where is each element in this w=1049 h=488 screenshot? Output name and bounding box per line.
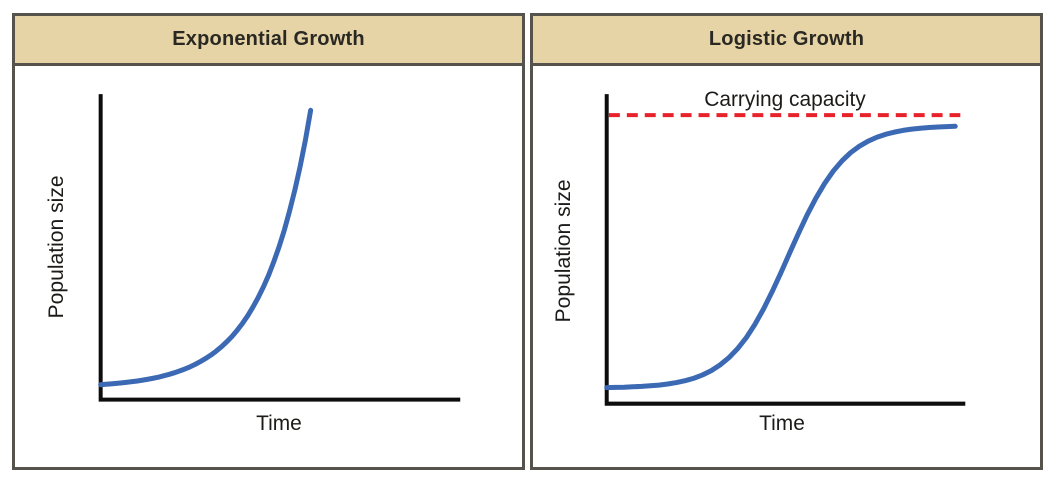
x-axis-label-logistic: Time xyxy=(759,412,805,435)
logistic-plot: Carrying capacity Population size Time xyxy=(552,88,966,435)
plot-area-logistic: Carrying capacity Population size Time xyxy=(533,66,1040,467)
y-axis-label-logistic: Population size xyxy=(552,179,575,322)
growth-comparison-figure: Exponential Growth Population size Time … xyxy=(12,13,1043,470)
x-axis-label-exponential: Time xyxy=(256,412,302,435)
exponential-plot: Population size Time xyxy=(45,94,461,435)
logistic-growth-curve xyxy=(604,123,958,391)
carrying-capacity-label: Carrying capacity xyxy=(704,88,866,111)
panel-title-logistic: Logistic Growth xyxy=(533,16,1040,66)
panel-exponential-growth: Exponential Growth Population size Time xyxy=(12,13,525,470)
panel-title-exponential: Exponential Growth xyxy=(15,16,522,66)
plot-area-exponential: Population size Time xyxy=(15,66,522,467)
panel-logistic-growth: Logistic Growth Carrying capacity Popula… xyxy=(530,13,1043,470)
axes-exponential xyxy=(98,94,461,402)
axes-logistic xyxy=(604,94,966,406)
exponential-growth-curve xyxy=(98,107,314,388)
y-axis-label-exponential: Population size xyxy=(45,175,68,318)
